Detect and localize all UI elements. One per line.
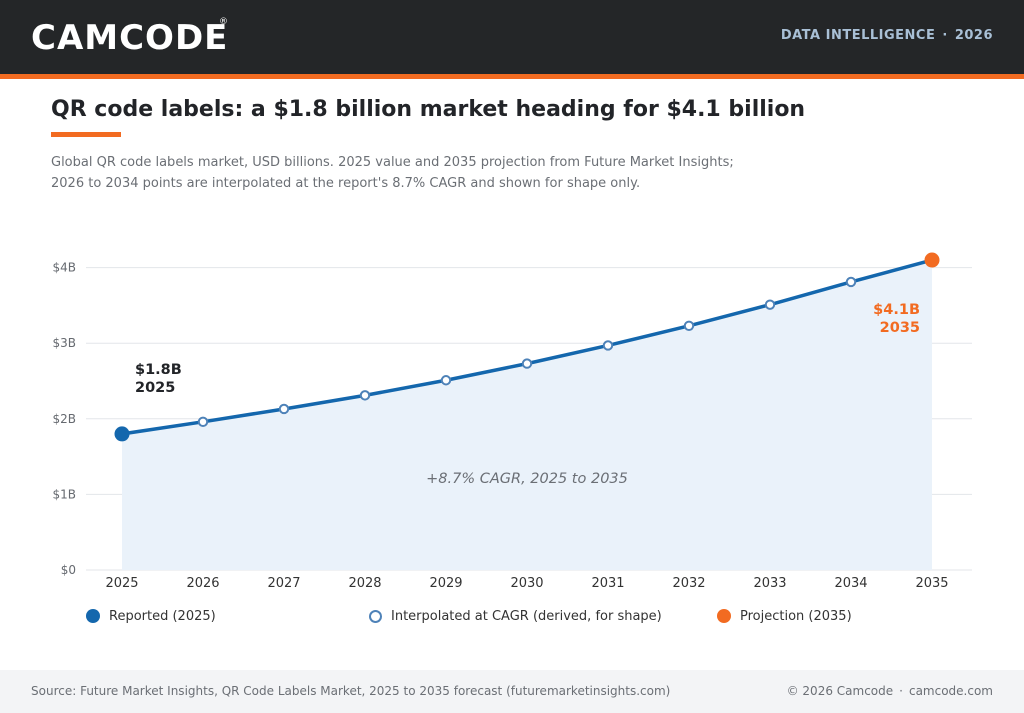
legend-item-projection: Projection (2035) [717, 606, 852, 626]
y-tick-label: $0 [61, 563, 76, 577]
site-link[interactable]: camcode.com [908, 684, 993, 698]
x-tick-label: 2033 [753, 576, 786, 591]
legend-label-projection: Projection (2035) [740, 608, 852, 624]
footer-source: Source: Future Market Insights, QR Code … [31, 684, 671, 698]
header-year: 2026 [954, 28, 993, 43]
section-name: DATA INTELLIGENCE [780, 28, 936, 43]
data-point-interpolated [197, 416, 209, 428]
start-value-label: $1.8B [135, 362, 182, 378]
footer-separator: · [899, 684, 903, 698]
x-tick-label: 2031 [591, 576, 624, 591]
data-point-interpolated [278, 403, 290, 415]
y-tick-label: $2B [52, 412, 76, 426]
legend-swatch-reported [86, 609, 100, 623]
data-point-interpolated [359, 390, 371, 401]
data-point-reported [114, 426, 130, 442]
subtitle-line-1: Global QR code labels market, USD billio… [51, 155, 734, 170]
data-point-projection [924, 252, 940, 268]
start-year-label: 2025 [135, 380, 175, 396]
x-tick-label: 2025 [105, 576, 138, 591]
x-tick-label: 2028 [348, 576, 381, 591]
end-year-label: 2035 [880, 320, 920, 336]
cagr-annotation: +8.7% CAGR, 2025 to 2035 [426, 471, 628, 487]
camcode-logo[interactable]: CAMCODE [31, 18, 229, 58]
area-fill [122, 260, 932, 570]
header-section-label: DATA INTELLIGENCE · 2026 [781, 28, 993, 43]
y-tick-label: $1B [52, 487, 76, 501]
legend-swatch-projection [717, 609, 731, 623]
page-title: QR code labels: a $1.8 billion market he… [51, 97, 806, 122]
header-bar: CAMCODE ® DATA INTELLIGENCE · 2026 [0, 0, 1024, 74]
end-value-label: $4.1B [873, 302, 920, 318]
x-tick-label: 2026 [186, 576, 219, 591]
copyright-text: © 2026 Camcode [786, 684, 894, 698]
x-tick-label: 2034 [834, 576, 867, 591]
data-point-interpolated [440, 375, 452, 386]
header-accent-stripe [0, 74, 1024, 79]
data-point-interpolated [602, 340, 614, 351]
x-tick-label: 2029 [429, 576, 462, 591]
x-tick-label: 2030 [510, 576, 543, 591]
footer-copyright: © 2026 Camcode · camcode.com [787, 684, 993, 698]
legend-item-interpolated: Interpolated at CAGR (derived, for shape… [369, 606, 662, 626]
data-point-interpolated [764, 299, 776, 310]
chart-subtitle: Global QR code labels market, USD billio… [51, 152, 831, 194]
x-tick-label: 2035 [915, 576, 948, 591]
title-underline [51, 132, 121, 137]
subtitle-line-2: 2026 to 2034 points are interpolated at … [51, 176, 641, 191]
header-separator: · [942, 28, 948, 43]
legend-label-interpolated: Interpolated at CAGR (derived, for shape… [391, 608, 662, 624]
registered-mark: ® [219, 17, 228, 27]
legend-label-reported: Reported (2025) [109, 608, 216, 624]
x-tick-label: 2032 [672, 576, 705, 591]
data-point-interpolated [521, 358, 533, 369]
x-tick-label: 2027 [267, 576, 300, 591]
legend-swatch-interpolated [369, 609, 382, 623]
footer-bar: Source: Future Market Insights, QR Code … [0, 670, 1024, 713]
data-point-interpolated [845, 276, 857, 288]
y-tick-label: $4B [52, 261, 76, 275]
y-tick-label: $3B [52, 336, 76, 350]
legend-item-reported: Reported (2025) [86, 606, 216, 626]
market-line-chart: $0 $1B $2B $3B $4B 2025 2026 2027 2028 2029 2030 20… [52, 252, 972, 591]
data-point-interpolated [683, 320, 695, 332]
